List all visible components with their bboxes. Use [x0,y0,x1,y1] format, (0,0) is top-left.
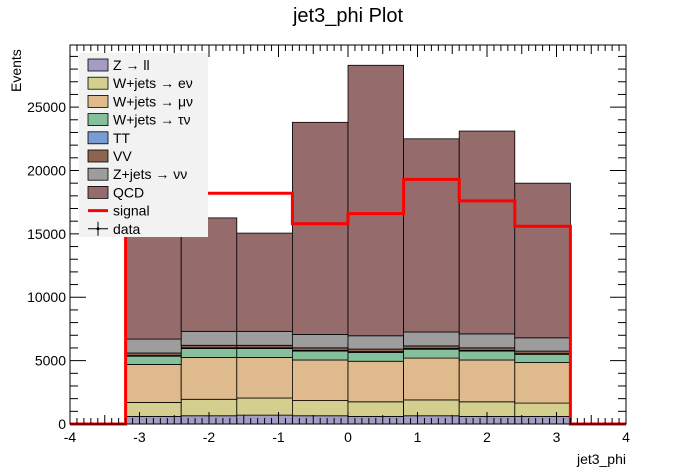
bar-z-jets-bin-7 [514,337,571,352]
bar-z-jets-bin-0 [125,338,182,354]
y-tick-label: 15000 [27,226,66,242]
legend-label: data [113,221,140,237]
x-tick-label: -3 [133,429,146,445]
legend-swatch [87,167,109,181]
legend-label: W+jets → μν [113,93,193,109]
legend-label: signal [113,203,150,219]
legend-marker-dot [96,227,100,231]
bar-z-jets-bin-4 [347,335,404,350]
bar-z-jets-bin-2 [236,330,293,346]
bar-qcd-bin-6 [458,130,516,335]
legend-label: Z → ll [113,57,150,73]
x-tick-label: 0 [344,429,352,445]
y-axis-label: Events [8,49,24,92]
x-tick-label: 2 [483,429,491,445]
bar-w-jets-bin-6 [458,359,516,403]
legend-swatch [87,149,109,163]
y-axis: 0 5000 10000 15000 20000 25000 [27,55,626,432]
bar-w-jets-e-bin-0 [125,402,182,417]
bar-w-jets-bin-1 [180,348,238,358]
legend-label: QCD [113,184,144,200]
x-tick-label: 3 [553,429,561,445]
x-tick-label: 1 [414,429,422,445]
bar-z-jets-bin-6 [458,333,516,349]
legend-swatch [87,95,109,108]
bar-w-jets-e-bin-4 [347,401,404,417]
y-tick-label: 10000 [27,289,66,305]
bar-w-jets-bin-0 [125,355,182,365]
legend-label: VV [113,148,132,164]
y-tick-label: 20000 [27,162,66,178]
bar-w-jets-bin-4 [347,360,404,403]
chart-title: jet3_phi Plot [292,5,404,27]
bar-w-jets-bin-2 [236,348,293,358]
legend: Z → ll W+jets → eν W+jets → μν W+jets → τν T… [79,53,208,237]
bar-w-jets-bin-7 [514,353,571,363]
bar-w-jets-e-bin-2 [236,397,293,416]
legend-swatch [87,58,109,72]
bar-w-jets-bin-7 [514,362,571,404]
bar-z-jets-bin-5 [403,331,460,347]
bar-z-jets-bin-3 [291,334,349,349]
legend-label: W+jets → eν [113,75,193,91]
bar-qcd-bin-4 [347,64,404,337]
bar-w-jets-bin-6 [458,350,516,361]
bar-qcd-bin-5 [403,138,460,333]
bar-z-jets-bin-1 [180,330,238,346]
x-tick-label: 4 [622,429,630,445]
legend-label: Z+jets → νν [113,166,187,182]
bar-w-jets-e-bin-3 [291,400,349,417]
bar-qcd-bin-7 [514,182,571,339]
legend-label: TT [113,130,131,146]
bar-w-jets-e-bin-5 [403,399,460,417]
bar-w-jets-bin-2 [236,357,293,399]
x-axis-label: jet3_phi [576,451,626,467]
legend-swatch [87,76,109,90]
legend-label: W+jets → τν [113,112,191,128]
bar-w-jets-bin-1 [180,357,238,400]
y-tick-label: 0 [58,416,66,432]
y-tick-label: 5000 [35,353,66,369]
bar-w-jets-bin-5 [403,348,460,359]
x-tick-label: -2 [203,429,216,445]
bar-w-jets-bin-4 [347,351,404,362]
bar-w-jets-bin-5 [403,357,460,401]
bar-w-jets-bin-0 [125,364,182,403]
bar-qcd-bin-2 [236,232,293,332]
bar-w-jets-bin-3 [291,359,349,401]
bar-w-jets-e-bin-7 [514,402,571,417]
bar-qcd-bin-0 [125,223,182,340]
legend-swatch [87,185,109,199]
bar-w-jets-bin-3 [291,350,349,361]
legend-swatch [87,131,109,145]
x-tick-label: -4 [64,429,77,445]
x-axis: -4 -3 -2 -1 0 1 2 3 4 [64,45,630,445]
y-tick-label: 25000 [27,99,66,115]
x-tick-label: -1 [272,429,285,445]
bar-qcd-bin-3 [291,121,349,335]
legend-swatch [87,113,109,126]
